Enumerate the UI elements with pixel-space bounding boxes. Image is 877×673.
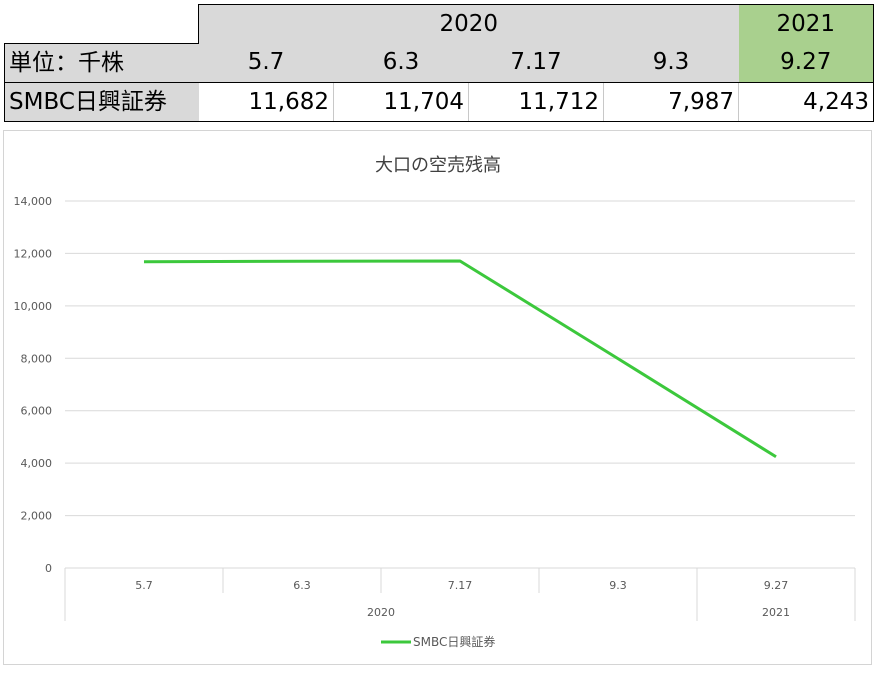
y-tick-label: 2,000 [21, 510, 53, 523]
table-year-cell[interactable]: 2021 [738, 4, 874, 43]
axis-layer: 0 2,000 4,000 6,000 8,000 10,000 12,000 14,000 5… [14, 195, 856, 621]
table-date-cell[interactable]: 5.7 [198, 43, 334, 82]
line-chart: 大口の空売残高 0 2,000 4,000 6,000 8,000 10,000 12,00… [14, 155, 856, 649]
table-series-label[interactable]: SMBC日興証券 [4, 81, 199, 122]
table-row-years: 2020 2021 [4, 4, 874, 43]
y-tick-label: 8,000 [21, 352, 53, 365]
data-table: 2020 2021 単位：千株 5.7 6.3 7.17 9.3 9.27 SM… [4, 4, 874, 122]
table-value-cell[interactable]: 11,682 [198, 81, 334, 122]
x-tick-label: 9.27 [764, 579, 789, 592]
table-date-cell[interactable]: 6.3 [333, 43, 469, 82]
x-tick-label: 6.3 [293, 579, 311, 592]
y-tick-label: 12,000 [14, 247, 53, 260]
table-value-cell[interactable]: 11,712 [468, 81, 604, 122]
series-line [143, 259, 777, 459]
table-value-cell[interactable]: 7,987 [603, 81, 739, 122]
chart-title[interactable]: 大口の空売残高 [375, 155, 501, 176]
legend[interactable]: SMBC日興証券 [381, 634, 495, 649]
x-group-label: 2021 [762, 606, 790, 619]
table-date-cell[interactable]: 9.3 [603, 43, 739, 82]
grid-layer [65, 200, 855, 517]
x-tick-label: 7.17 [448, 579, 473, 592]
table-value-cell[interactable]: 4,243 [738, 81, 874, 122]
table-unit-label[interactable]: 単位：千株 [4, 42, 199, 82]
y-tick-label: 10,000 [14, 300, 53, 313]
chart-area[interactable]: 大口の空売残高 0 2,000 4,000 6,000 8,000 10,000 12,00… [3, 130, 872, 665]
table-row-dates: 単位：千株 5.7 6.3 7.17 9.3 9.27 [4, 42, 874, 82]
table-value-cell[interactable]: 11,704 [333, 81, 469, 122]
table-date-cell[interactable]: 7.17 [468, 43, 604, 82]
table-row-values: SMBC日興証券 11,682 11,704 11,712 7,987 4,24… [4, 81, 874, 122]
table-year-cell[interactable]: 2020 [198, 4, 739, 43]
x-group-label: 2020 [367, 606, 395, 619]
y-tick-label: 0 [45, 562, 52, 575]
y-tick-label: 6,000 [21, 405, 53, 418]
x-tick-label: 9.3 [609, 579, 627, 592]
legend-label: SMBC日興証券 [413, 634, 495, 649]
y-tick-label: 4,000 [21, 457, 53, 470]
table-date-cell[interactable]: 9.27 [738, 43, 874, 82]
y-tick-label: 14,000 [14, 195, 53, 208]
series-layer [143, 259, 777, 459]
x-tick-label: 5.7 [135, 579, 153, 592]
table-corner-cell [4, 4, 199, 43]
